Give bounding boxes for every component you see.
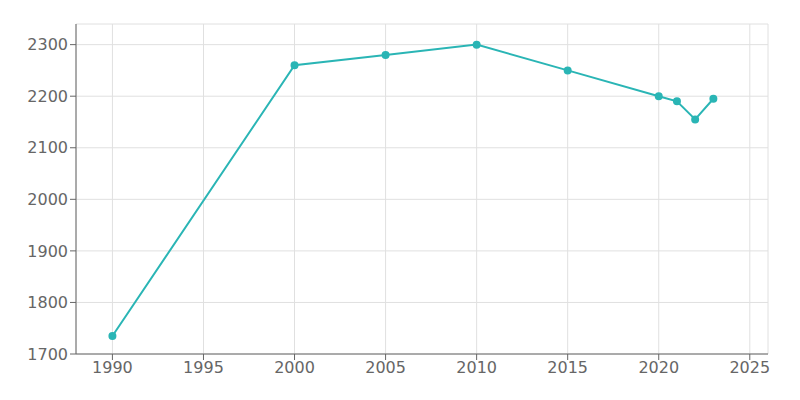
svg-text:2020: 2020: [638, 358, 679, 377]
svg-text:2015: 2015: [547, 358, 588, 377]
svg-text:2005: 2005: [365, 358, 406, 377]
svg-text:2000: 2000: [274, 358, 315, 377]
svg-text:1800: 1800: [27, 293, 68, 312]
svg-text:2000: 2000: [27, 190, 68, 209]
svg-text:1900: 1900: [27, 242, 68, 261]
svg-text:2010: 2010: [456, 358, 497, 377]
svg-text:1990: 1990: [92, 358, 133, 377]
svg-text:2025: 2025: [729, 358, 770, 377]
svg-text:2300: 2300: [27, 35, 68, 54]
svg-text:1700: 1700: [27, 345, 68, 364]
svg-text:1995: 1995: [183, 358, 224, 377]
svg-text:2200: 2200: [27, 87, 68, 106]
svg-text:2100: 2100: [27, 138, 68, 157]
